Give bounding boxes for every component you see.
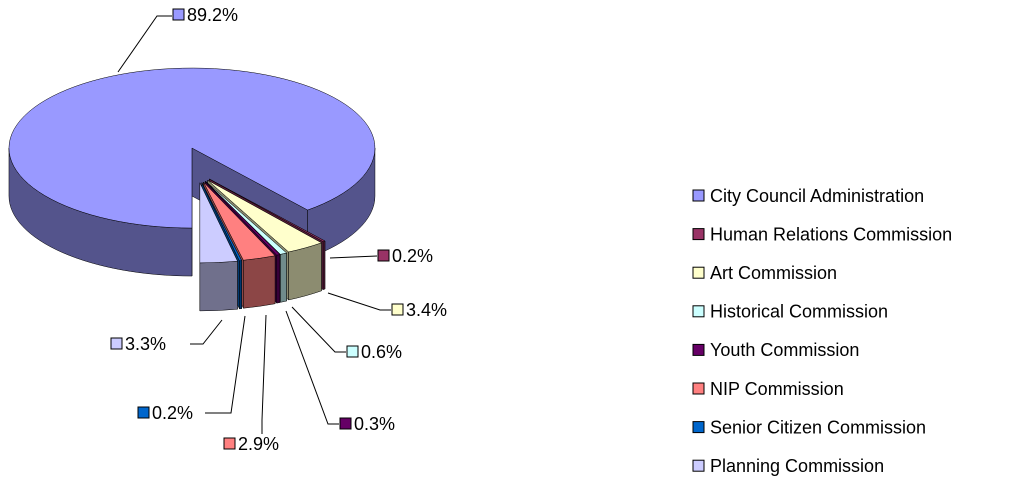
legend-swatch (692, 266, 705, 279)
legend-swatch (692, 343, 705, 356)
leader-line (291, 306, 346, 353)
legend-swatch (692, 228, 705, 241)
label-swatch (377, 249, 390, 262)
legend-swatch (692, 189, 705, 202)
slice (205, 181, 281, 256)
label-swatch (391, 303, 404, 316)
slice-side (199, 260, 238, 312)
legend-label: Youth Commission (710, 340, 859, 360)
slice (199, 182, 238, 264)
leader-line (261, 314, 267, 434)
slice (209, 178, 326, 242)
label-swatch (110, 337, 123, 350)
slice (205, 181, 288, 255)
label-swatch (339, 417, 352, 430)
legend-label: Historical Commission (710, 302, 888, 322)
data-label: 3.4% (406, 300, 447, 320)
slice-side (276, 254, 281, 304)
leader-line (327, 292, 391, 311)
label-swatch (172, 8, 185, 21)
data-label: 0.2% (392, 246, 433, 266)
slice-side (239, 260, 242, 310)
leader-line (117, 15, 172, 73)
leader-line (329, 255, 378, 259)
slice (8, 67, 376, 229)
legend-label: Senior Citizen Commission (710, 417, 926, 437)
label-swatch (346, 345, 359, 358)
leader-line (190, 319, 223, 345)
legend-swatch (692, 459, 705, 472)
slice-side (243, 255, 276, 309)
legend-swatch (692, 421, 705, 434)
leader-line (285, 310, 339, 425)
label-swatch (223, 437, 236, 450)
label-swatch (137, 406, 150, 419)
data-label: 2.9% (238, 434, 279, 454)
data-label: 3.3% (125, 334, 166, 354)
slice-side (280, 252, 287, 303)
slice (207, 179, 323, 253)
legend-swatch (692, 382, 705, 395)
legend-label: Planning Commission (710, 456, 884, 476)
slice-side (288, 242, 322, 301)
leader-line (205, 315, 246, 414)
legend-label: City Council Administration (710, 186, 924, 206)
legend-swatch (692, 305, 705, 318)
slice (201, 182, 243, 262)
data-label: 0.6% (361, 342, 402, 362)
legend-label: NIP Commission (710, 379, 844, 399)
data-label: 0.2% (152, 403, 193, 423)
data-label: 89.2% (187, 5, 238, 25)
slice (203, 181, 276, 261)
data-label: 0.3% (354, 414, 395, 434)
legend-label: Human Relations Commission (710, 224, 952, 244)
legend-label: Art Commission (710, 263, 837, 283)
slice (199, 182, 238, 312)
slice-side (322, 240, 326, 290)
